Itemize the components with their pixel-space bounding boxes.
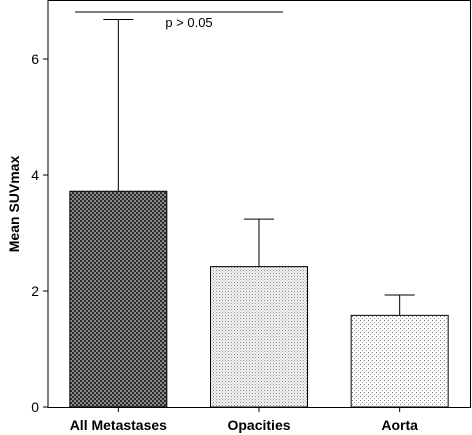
y-tick-label: 2	[31, 283, 39, 299]
x-tick-label: Aorta	[381, 417, 418, 433]
x-axis: All Metastases Opacities Aorta	[70, 407, 418, 433]
significance-label: p > 0.05	[165, 15, 212, 30]
y-tick-label: 4	[31, 167, 39, 183]
y-axis-title: Mean SUVmax	[6, 156, 22, 253]
error-bars	[103, 19, 415, 316]
bars	[69, 190, 449, 408]
bar-opacities	[210, 266, 308, 408]
y-tick-label: 0	[31, 399, 39, 415]
y-axis: 0 2 4 6	[31, 51, 48, 415]
significance-annotation: p > 0.05	[75, 11, 283, 30]
bar-aorta	[350, 314, 449, 408]
y-tick-label: 6	[31, 51, 39, 67]
bar-all-metastases	[69, 190, 168, 408]
x-tick-label: All Metastases	[70, 417, 167, 433]
x-tick-label: Opacities	[227, 417, 290, 433]
